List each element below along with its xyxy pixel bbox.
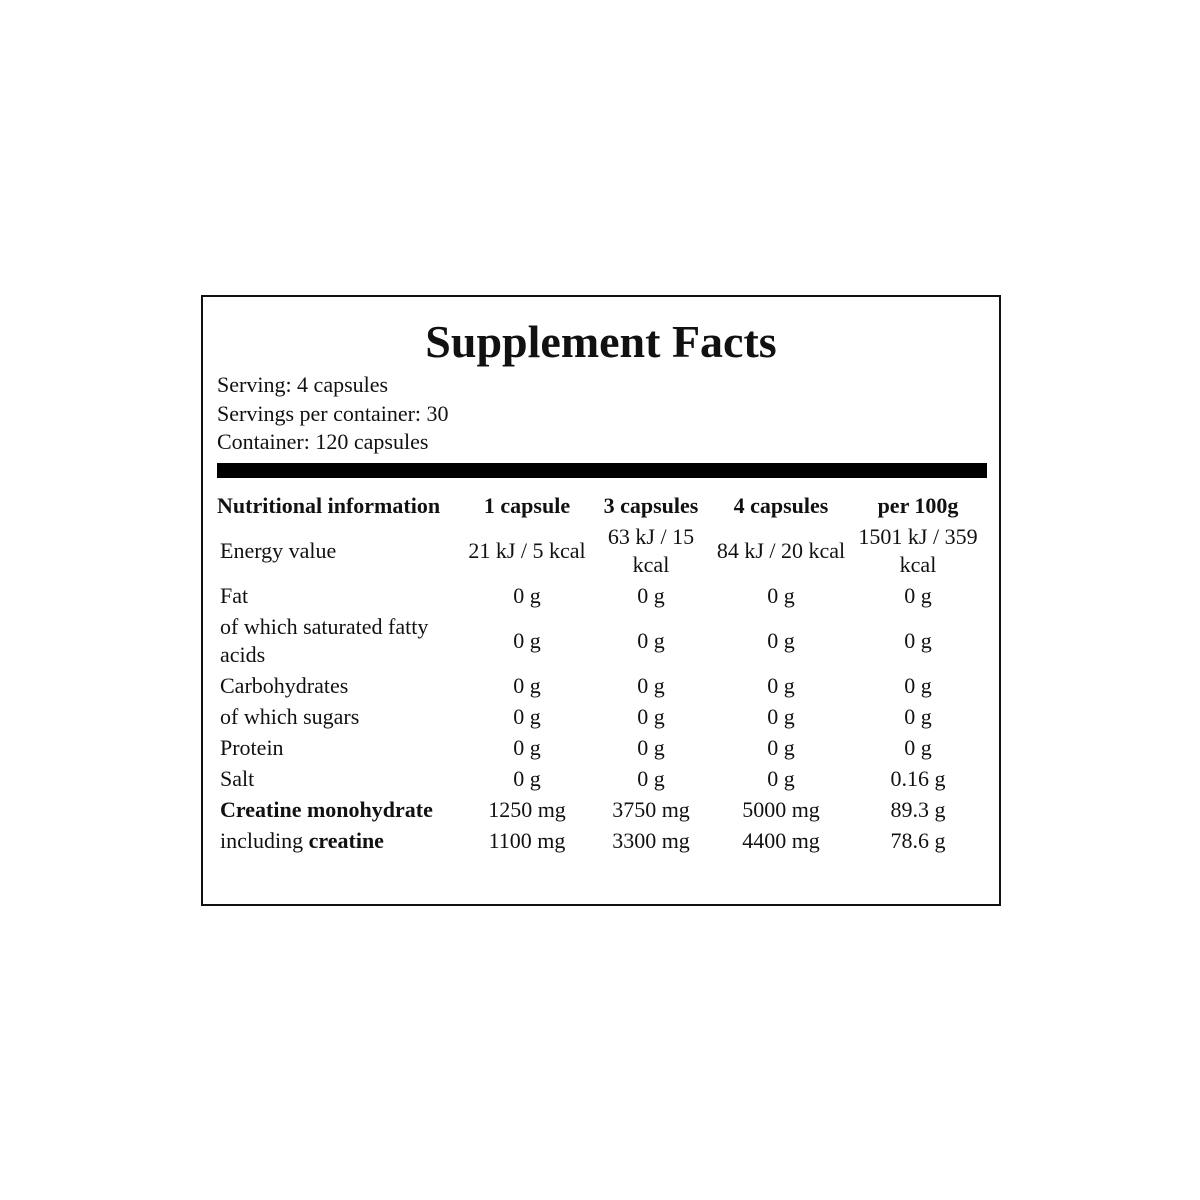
table-row: including creatine 1100 mg 3300 mg 4400 mg 7… <box>217 826 988 857</box>
value-cell: 0 g <box>767 735 795 760</box>
value-cell: 0 g <box>767 628 795 653</box>
serving-line: Serving: 4 capsules <box>217 372 389 397</box>
table-row: of which sugars 0 g 0 g 0 g 0 g <box>217 702 988 733</box>
value-cell: 0 g <box>904 704 932 729</box>
serving-line: Container: 120 capsules <box>217 429 429 454</box>
row-label: Creatine monohydrate <box>217 795 466 826</box>
row-label: Energy value <box>217 522 466 581</box>
value-cell: 1100 mg <box>488 828 566 853</box>
table-row: Salt 0 g 0 g 0 g 0.16 g <box>217 764 988 795</box>
facts-panel: Supplement Facts Serving: 4 capsules Serv… <box>201 295 1001 906</box>
row-label: Protein <box>217 733 466 764</box>
value-cell: 0 g <box>767 704 795 729</box>
header-cell: 1 capsule <box>483 493 571 518</box>
value-cell: 0 g <box>904 583 932 608</box>
value-cell: 63 kJ / 15 kcal <box>607 524 695 577</box>
header-cell: per 100g <box>877 493 959 518</box>
value-cell: 0 g <box>637 766 665 791</box>
value-cell: 89.3 g <box>890 797 946 822</box>
row-label: Salt <box>217 764 466 795</box>
row-label: Carbohydrates <box>217 671 466 702</box>
table-row: Energy value 21 kJ / 5 kcal 63 kJ / 15 kca… <box>217 522 988 581</box>
label-text: Energy value <box>220 538 337 563</box>
row-label: of which sugars <box>217 702 466 733</box>
table-row: Protein 0 g 0 g 0 g 0 g <box>217 733 988 764</box>
value-cell: 0 g <box>513 673 541 698</box>
value-cell: 0 g <box>767 583 795 608</box>
value-cell: 0 g <box>637 735 665 760</box>
header-cell: Nutritional information <box>217 493 441 518</box>
title: Supplement Facts <box>425 316 777 367</box>
value-cell: 3750 mg <box>612 797 690 822</box>
value-cell: 0.16 g <box>890 766 946 791</box>
serving-info: Serving: 4 capsules Servings per containe… <box>217 371 449 457</box>
value-cell: 84 kJ / 20 kcal <box>716 538 846 563</box>
label-text: including <box>220 828 304 853</box>
table-row: of which saturated fatty acids 0 g 0 g 0 g 0… <box>217 612 988 671</box>
label-text: Salt <box>220 766 255 791</box>
nutrition-table: Nutritional information 1 capsule 3 capsul… <box>217 491 988 857</box>
value-cell: 21 kJ / 5 kcal <box>468 538 586 563</box>
value-cell: 0 g <box>513 766 541 791</box>
header-cell: 4 capsules <box>733 493 829 518</box>
value-cell: 5000 mg <box>742 797 820 822</box>
serving-line: Servings per container: 30 <box>217 400 449 426</box>
row-label: including creatine <box>217 826 466 857</box>
value-cell: 0 g <box>637 704 665 729</box>
header-row: Nutritional information 1 capsule 3 capsul… <box>217 491 988 522</box>
value-cell: 0 g <box>767 673 795 698</box>
value-cell: 78.6 g <box>890 828 946 853</box>
value-cell: 0 g <box>637 628 665 653</box>
label-text: of which saturated fatty acids <box>220 614 429 667</box>
value-cell: 0 g <box>513 704 541 729</box>
table-row: Carbohydrates 0 g 0 g 0 g 0 g <box>217 671 988 702</box>
value-cell: 0 g <box>513 583 541 608</box>
value-cell: 1501 kJ / 359 kcal <box>858 524 978 577</box>
value-cell: 0 g <box>637 583 665 608</box>
value-cell: 0 g <box>904 735 932 760</box>
value-cell: 3300 mg <box>612 828 690 853</box>
label-text: Carbohydrates <box>220 673 349 698</box>
row-label: of which saturated fatty acids <box>217 612 466 671</box>
label-text: Protein <box>220 735 284 760</box>
value-cell: 1250 mg <box>488 797 566 822</box>
value-cell: 4400 mg <box>742 828 820 853</box>
divider-bar <box>217 463 987 478</box>
row-label: Fat <box>217 581 466 612</box>
label-text: of which sugars <box>220 704 360 729</box>
label-text: Fat <box>220 583 249 608</box>
value-cell: 0 g <box>637 673 665 698</box>
header-cell: 3 capsules <box>603 493 699 518</box>
table-row: Creatine monohydrate 1250 mg 3750 mg 5000 m… <box>217 795 988 826</box>
label-text: Creatine monohydrate <box>220 797 433 822</box>
table-row: Fat 0 g 0 g 0 g 0 g <box>217 581 988 612</box>
label-bold-text: creatine <box>308 828 384 853</box>
value-cell: 0 g <box>904 628 932 653</box>
value-cell: 0 g <box>904 673 932 698</box>
value-cell: 0 g <box>513 735 541 760</box>
value-cell: 0 g <box>513 628 541 653</box>
value-cell: 0 g <box>767 766 795 791</box>
